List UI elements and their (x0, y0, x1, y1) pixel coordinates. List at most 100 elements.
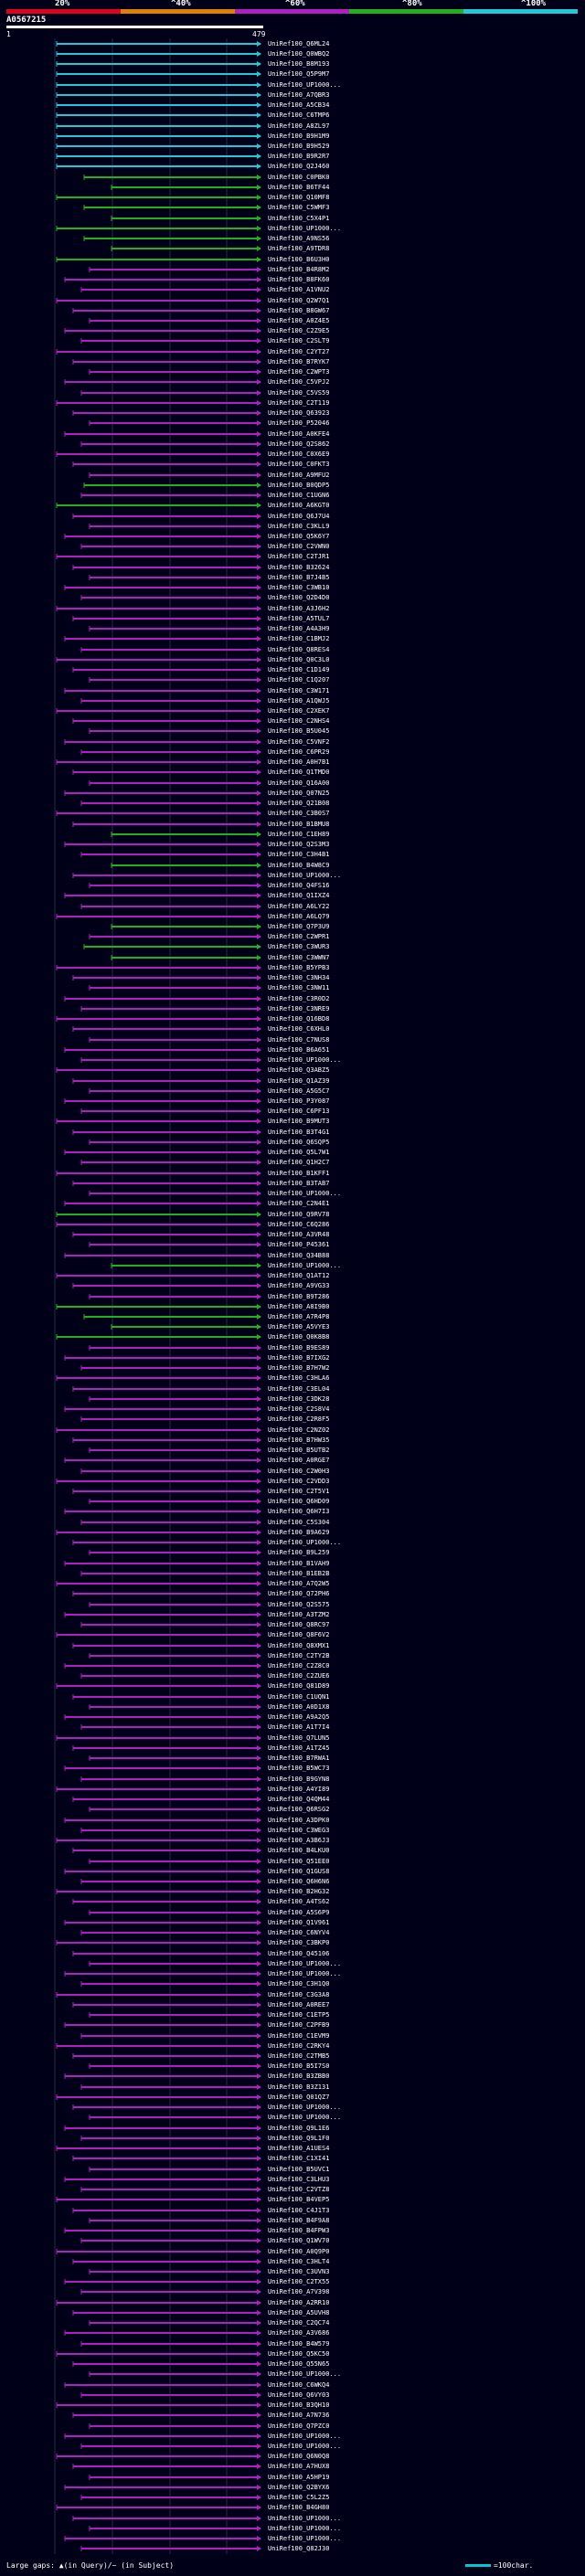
hit-row[interactable] (56, 257, 261, 262)
hit-row[interactable] (89, 1499, 261, 1504)
hit-row[interactable] (56, 112, 261, 118)
hit-row[interactable] (72, 1489, 261, 1494)
hit-id-label[interactable]: UniRef100_A1T7I4 (268, 1723, 330, 1731)
hit-id-label[interactable]: UniRef100_UP1000... (268, 872, 342, 879)
hit-row[interactable] (89, 1859, 261, 1864)
hit-id-label[interactable]: UniRef100_B9L259 (268, 1549, 330, 1556)
hit-id-label[interactable]: UniRef100_UP1000... (268, 2535, 342, 2542)
hit-id-label[interactable]: UniRef100_C6PF13 (268, 1108, 330, 1115)
hit-row[interactable] (56, 226, 261, 231)
hit-row[interactable] (64, 2228, 261, 2233)
hit-id-label[interactable]: UniRef100_B1EB2B (268, 1570, 330, 1577)
hit-id-label[interactable]: UniRef100_B3Z131 (268, 2083, 330, 2091)
hit-row[interactable] (89, 626, 261, 631)
hit-row[interactable] (80, 749, 261, 755)
hit-id-label[interactable]: UniRef100_C3DK28 (268, 1395, 330, 1403)
hit-id-label[interactable]: UniRef100_Q34B88 (268, 1252, 330, 1259)
hit-id-label[interactable]: UniRef100_A1UES4 (268, 2145, 330, 2152)
hit-row[interactable] (80, 2238, 261, 2243)
hit-id-label[interactable]: UniRef100_C2W0H3 (268, 1468, 330, 1475)
hit-id-label[interactable]: UniRef100_C3WUR3 (268, 943, 330, 950)
hit-row[interactable] (72, 2464, 261, 2469)
hit-id-label[interactable]: UniRef100_A7V398 (268, 2288, 330, 2295)
hit-row[interactable] (89, 1345, 261, 1351)
hit-row[interactable] (64, 1971, 261, 1977)
hit-id-label[interactable]: UniRef100_B0QDP5 (268, 482, 330, 489)
hit-row[interactable] (64, 1818, 261, 1823)
hit-id-label[interactable]: UniRef100_A6LQ79 (268, 913, 330, 920)
hit-row[interactable] (83, 205, 261, 210)
hit-row[interactable] (56, 759, 261, 765)
hit-row[interactable] (56, 708, 261, 714)
hit-id-label[interactable]: UniRef100_B9MUT3 (268, 1118, 330, 1125)
hit-id-label[interactable]: UniRef100_C3BKP0 (268, 1939, 330, 1946)
hit-id-label[interactable]: UniRef100_B9GYN8 (268, 1776, 330, 1783)
hit-id-label[interactable]: UniRef100_UP1000... (268, 1960, 342, 1967)
hit-row[interactable] (80, 2443, 261, 2449)
hit-id-label[interactable]: UniRef100_B8FK60 (268, 276, 330, 283)
hit-row[interactable] (89, 985, 261, 991)
hit-row[interactable] (83, 175, 261, 180)
hit-row[interactable] (72, 822, 261, 827)
hit-id-label[interactable]: UniRef100_UP1000... (268, 225, 342, 232)
hit-row[interactable] (56, 61, 261, 67)
hit-id-label[interactable]: UniRef100_Q1V961 (268, 1919, 330, 1926)
hit-id-label[interactable]: UniRef100_C6Q286 (268, 1221, 330, 1228)
hit-id-label[interactable]: UniRef100_A5S6P9 (268, 1909, 330, 1916)
hit-row[interactable] (80, 2289, 261, 2295)
hit-id-label[interactable]: UniRef100_Q1AZ39 (268, 1077, 330, 1085)
hit-id-label[interactable]: UniRef100_Q45106 (268, 1950, 330, 1957)
hit-row[interactable] (111, 185, 261, 190)
hit-row[interactable] (64, 1612, 261, 1617)
hit-row[interactable] (111, 246, 261, 251)
hit-row[interactable] (72, 769, 261, 775)
hit-id-label[interactable]: UniRef100_B9H1M9 (268, 133, 330, 140)
hit-id-label[interactable]: UniRef100_B2HG32 (268, 1888, 330, 1895)
hit-id-label[interactable]: UniRef100_Q9L1F0 (268, 2135, 330, 2142)
hit-row[interactable] (64, 2022, 261, 2028)
hit-id-label[interactable]: UniRef100_A9A2Q5 (268, 1713, 330, 1721)
hit-id-label[interactable]: UniRef100_Q07N25 (268, 790, 330, 797)
hit-id-label[interactable]: UniRef100_C2NZ02 (268, 1426, 330, 1434)
hit-id-label[interactable]: UniRef100_Q1IXZ4 (268, 892, 330, 899)
hit-id-label[interactable]: UniRef100_B3T4G1 (268, 1129, 330, 1136)
hit-row[interactable] (80, 493, 261, 498)
hit-row[interactable] (56, 1304, 261, 1309)
hit-id-label[interactable]: UniRef100_C5S304 (268, 1519, 330, 1526)
hit-row[interactable] (72, 2053, 261, 2059)
hit-id-label[interactable]: UniRef100_A0D1X8 (268, 1703, 330, 1711)
hit-row[interactable] (72, 1951, 261, 1956)
hit-id-label[interactable]: UniRef100_UP1000... (268, 1056, 342, 1064)
hit-id-label[interactable]: UniRef100_C5VS59 (268, 389, 330, 397)
hit-row[interactable] (56, 1067, 261, 1073)
hit-id-label[interactable]: UniRef100_C1BMJ2 (268, 635, 330, 642)
hit-row[interactable] (83, 1314, 261, 1320)
hit-row[interactable] (80, 1879, 261, 1884)
hit-id-label[interactable]: UniRef100_C6WKQ4 (268, 2381, 330, 2389)
hit-id-label[interactable]: UniRef100_B9H529 (268, 143, 330, 150)
hit-row[interactable] (56, 2249, 261, 2254)
hit-id-label[interactable]: UniRef100_B7J4B5 (268, 574, 330, 581)
hit-row[interactable] (80, 1006, 261, 1012)
hit-row[interactable] (83, 236, 261, 241)
hit-id-label[interactable]: UniRef100_Q6J7U4 (268, 513, 330, 520)
hit-id-label[interactable]: UniRef100_A4A3H9 (268, 625, 330, 632)
hit-row[interactable] (89, 1447, 261, 1453)
hit-id-label[interactable]: UniRef100_A0REE7 (268, 2001, 330, 2009)
hit-id-label[interactable]: UniRef100_C2R8F5 (268, 1415, 330, 1423)
hit-id-label[interactable]: UniRef100_C3HLT4 (268, 2258, 330, 2265)
hit-id-label[interactable]: UniRef100_Q63923 (268, 409, 330, 417)
hit-id-label[interactable]: UniRef100_Q2S3M3 (268, 841, 330, 848)
hit-row[interactable] (89, 677, 261, 683)
hit-row[interactable] (64, 1509, 261, 1514)
hit-row[interactable] (56, 503, 261, 508)
hit-row[interactable] (72, 2104, 261, 2110)
hit-row[interactable] (56, 1786, 261, 1792)
hit-row[interactable] (80, 1622, 261, 1627)
hit-id-label[interactable]: UniRef100_A5CB34 (268, 101, 330, 109)
hit-row[interactable] (64, 2073, 261, 2079)
hit-row[interactable] (56, 2300, 261, 2306)
hit-id-label[interactable]: UniRef100_C2S8V4 (268, 1405, 330, 1413)
hit-row[interactable] (80, 441, 261, 447)
hit-row[interactable] (89, 1807, 261, 1812)
